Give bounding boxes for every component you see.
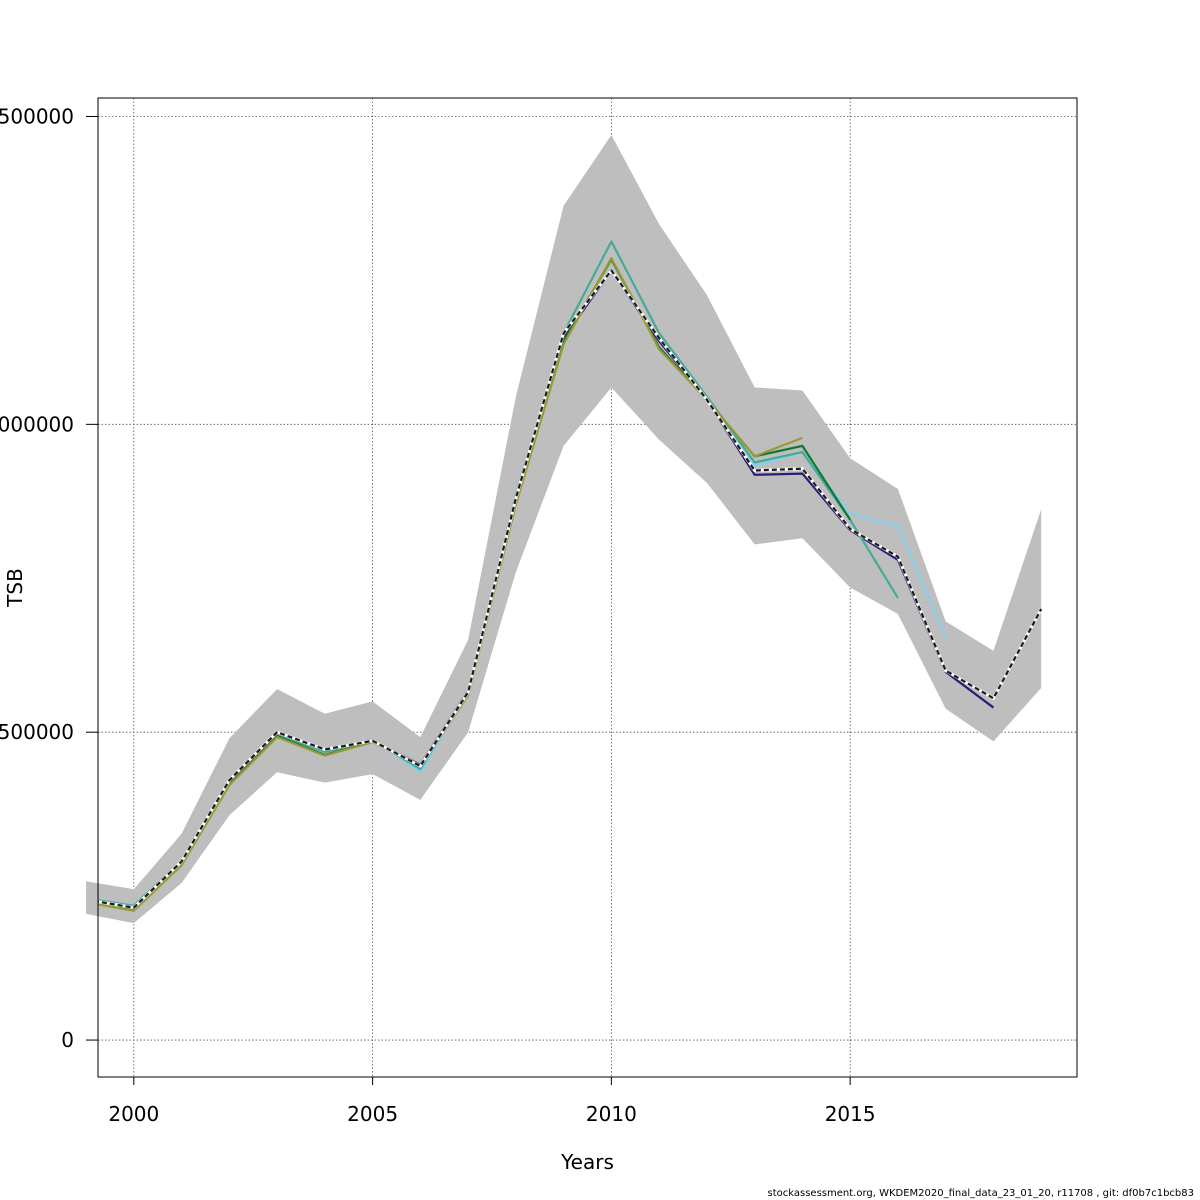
- x-tick-label-2010: 2010: [586, 1102, 637, 1126]
- plot-frame: [97, 97, 1078, 1078]
- confidence-band: [86, 134, 1042, 924]
- x-axis-title: Years: [560, 1150, 614, 1174]
- x-tick-label-2015: 2015: [825, 1102, 876, 1126]
- footer-note: stockassessment.org, WKDEM2020_final_dat…: [767, 1188, 1194, 1199]
- y-axis-title: TSB: [3, 568, 27, 608]
- y-tick-label-0: 0: [61, 1028, 74, 1052]
- series-0-line: [98, 269, 1043, 909]
- x-tick-label-2000: 2000: [108, 1102, 159, 1126]
- x-axis: 2000 2005 2010 2015: [108, 1077, 876, 1126]
- y-tick-label-500000: 500000: [0, 720, 74, 744]
- series-group: [98, 240, 1043, 912]
- x-tick-label-2005: 2005: [347, 1102, 398, 1126]
- confidence-band-group: [86, 134, 1042, 924]
- y-axis: 0 500000 1000000 1500000: [0, 104, 98, 1052]
- y-tick-label-1500000: 1500000: [0, 104, 74, 128]
- y-tick-label-1000000: 1000000: [0, 412, 74, 436]
